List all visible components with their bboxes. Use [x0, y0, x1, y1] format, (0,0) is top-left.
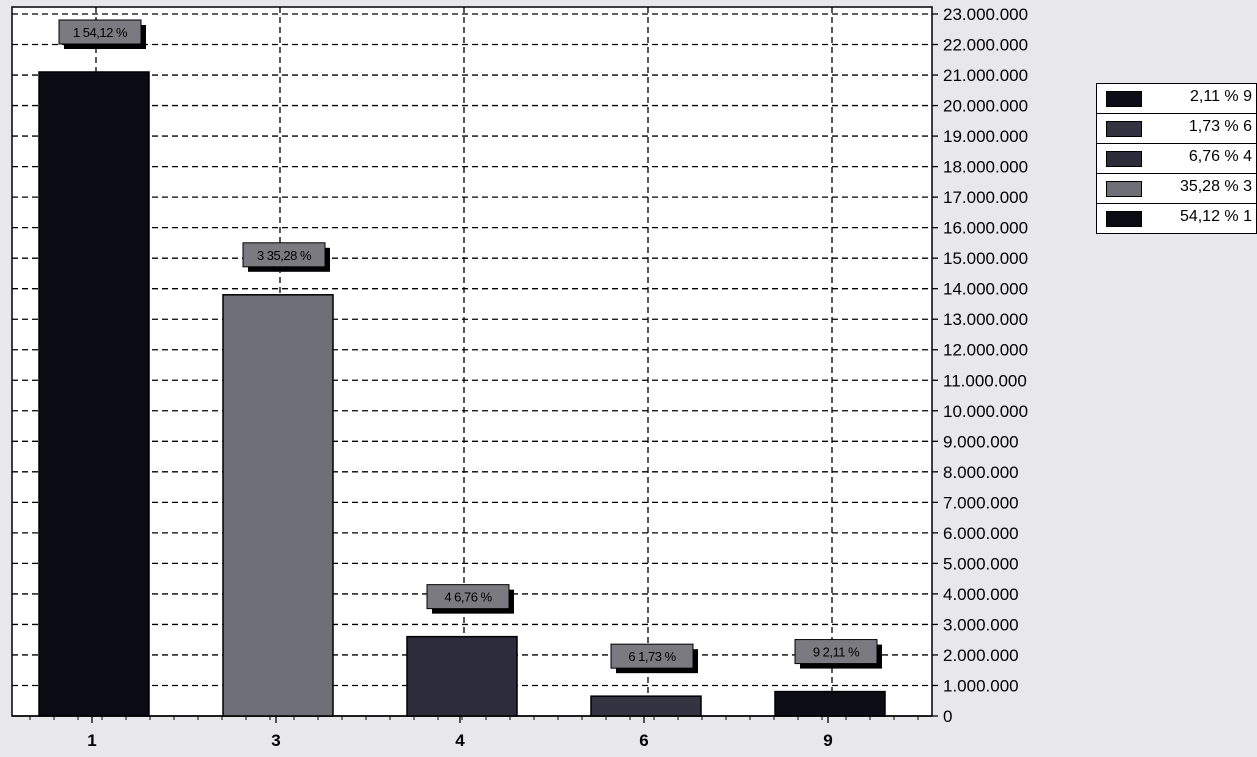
- y-tick-label: 14.000.000: [943, 280, 1028, 299]
- legend-label: 6,76 % 4: [1188, 148, 1252, 165]
- legend-label: 35,28 % 3: [1179, 178, 1252, 195]
- legend-swatch: [1106, 211, 1142, 227]
- data-label: 6 1,73 %: [628, 649, 676, 664]
- legend-item: 54,12 % 1: [1097, 204, 1256, 233]
- legend-item: 6,76 % 4: [1097, 144, 1256, 174]
- y-tick-label: 16.000.000: [943, 219, 1028, 238]
- y-tick-label: 23.000.000: [943, 5, 1028, 24]
- legend-swatch: [1106, 121, 1142, 137]
- y-tick-label: 12.000.000: [943, 341, 1028, 360]
- data-label-box: [794, 639, 878, 665]
- legend-label: 54,12 % 1: [1179, 208, 1252, 225]
- data-label-box: [426, 584, 510, 610]
- y-tick-label: 2.000.000: [943, 646, 1019, 665]
- bar: [774, 690, 886, 717]
- y-tick-label: 17.000.000: [943, 188, 1028, 207]
- x-tick-label: 3: [271, 731, 280, 750]
- legend-swatch: [1106, 181, 1142, 197]
- y-tick-label: 10.000.000: [943, 402, 1028, 421]
- y-tick-label: 15.000.000: [943, 249, 1028, 268]
- y-tick-label: 0: [943, 707, 952, 726]
- x-tick-label: 4: [455, 731, 465, 750]
- legend-item: 2,11 % 9: [1097, 84, 1256, 114]
- y-tick-label: 21.000.000: [943, 66, 1028, 85]
- y-tick-label: 3.000.000: [943, 615, 1019, 634]
- y-tick-label: 18.000.000: [943, 158, 1028, 177]
- y-tick-label: 20.000.000: [943, 97, 1028, 116]
- bar: [222, 294, 334, 717]
- data-label: 9 2,11 %: [813, 645, 860, 660]
- data-label-box: [242, 242, 326, 268]
- y-tick-label: 19.000.000: [943, 127, 1028, 146]
- legend-swatch: [1106, 91, 1142, 107]
- y-tick-label: 9.000.000: [943, 432, 1019, 451]
- chart-legend: 2,11 % 9 1,73 % 6 6,76 % 4 35,28 % 3 54,…: [1096, 83, 1257, 234]
- x-tick-label: 1: [87, 731, 96, 750]
- data-label-box: [58, 19, 142, 45]
- legend-item: 1,73 % 6: [1097, 114, 1256, 144]
- y-tick-label: 4.000.000: [943, 585, 1019, 604]
- legend-label: 1,73 % 6: [1188, 118, 1252, 135]
- data-label: 1 54,12 %: [73, 25, 128, 40]
- x-tick-label: 9: [823, 731, 832, 750]
- y-tick-label: 6.000.000: [943, 524, 1019, 543]
- x-tick-label: 6: [639, 731, 648, 750]
- y-tick-label: 8.000.000: [943, 463, 1019, 482]
- bar: [590, 695, 702, 717]
- y-tick-label: 22.000.000: [943, 36, 1028, 55]
- legend-swatch: [1106, 151, 1142, 167]
- legend-item: 35,28 % 3: [1097, 174, 1256, 204]
- y-tick-label: 11.000.000: [943, 371, 1027, 390]
- data-label: 3 35,28 %: [257, 248, 312, 263]
- y-tick-label: 13.000.000: [943, 310, 1028, 329]
- data-label: 4 6,76 %: [444, 590, 492, 605]
- bar: [38, 71, 150, 717]
- bar: [406, 635, 518, 717]
- y-tick-label: 7.000.000: [943, 493, 1019, 512]
- data-label-box: [610, 643, 694, 669]
- y-tick-label: 5.000.000: [943, 554, 1019, 573]
- y-tick-label: 1.000.000: [943, 676, 1019, 695]
- legend-label: 2,11 % 9: [1190, 88, 1252, 105]
